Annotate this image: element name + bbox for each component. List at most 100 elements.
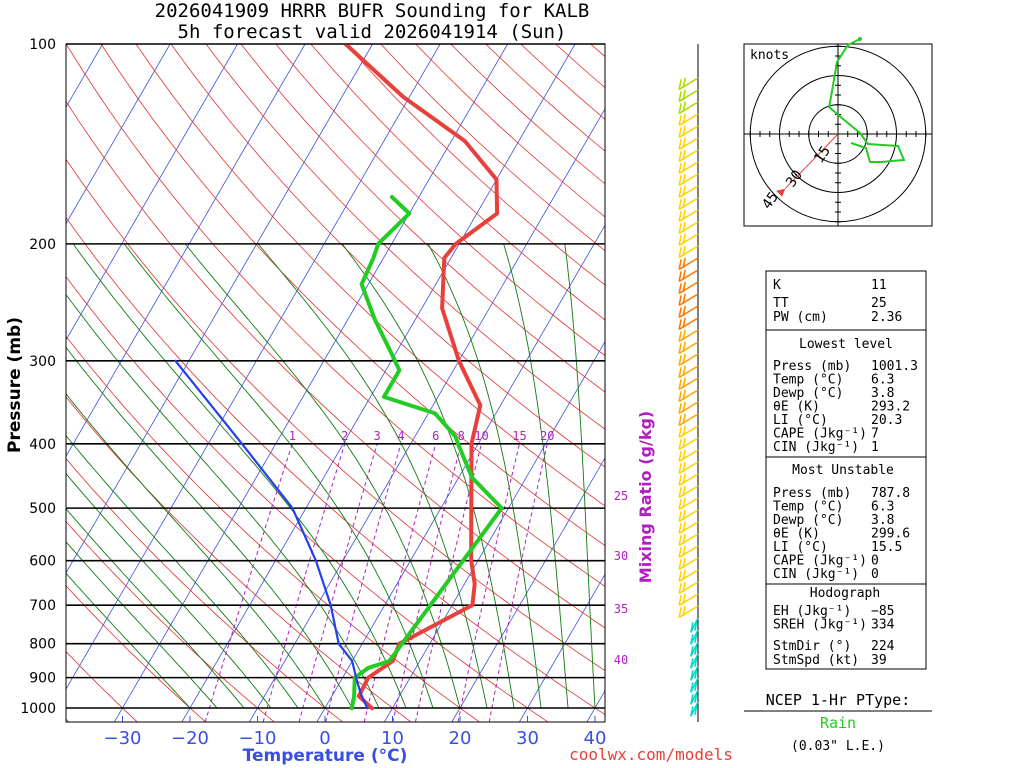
- moist-adiabat: [123, 243, 434, 709]
- wind-barb-flag: [678, 523, 682, 534]
- wind-barb-flag: [690, 682, 694, 693]
- wind-barbs: [678, 77, 699, 717]
- wind-barb-flag: [678, 403, 682, 414]
- wind-barb-flag: [678, 463, 682, 474]
- dry-adiabat: [66, 585, 207, 722]
- temperature-tick-label: −20: [171, 728, 209, 749]
- wind-barb-flag: [678, 607, 682, 618]
- wind-barb: [678, 437, 699, 451]
- index-label: Dewp (°C): [773, 386, 843, 401]
- series-dewpoint-line: [349, 195, 504, 711]
- wind-barb-flag: [682, 533, 686, 545]
- wind-barb-flag: [682, 461, 686, 473]
- wind-barb-flag: [678, 295, 682, 306]
- moist-adiabat: [66, 434, 299, 709]
- wind-barb-flag: [678, 235, 682, 246]
- pressure-tick-label: 300: [29, 354, 56, 370]
- wind-barb: [678, 353, 699, 367]
- isotherm-line: [66, 44, 238, 341]
- series-temperature-line: [343, 44, 500, 711]
- wind-barb-flag: [678, 319, 682, 330]
- index-label: StmDir (°): [773, 639, 851, 654]
- tt-label: TT: [773, 296, 789, 311]
- wind-barb-flag: [682, 185, 686, 197]
- wind-barb-flag: [678, 499, 682, 510]
- index-value: 15.5: [871, 540, 902, 555]
- wind-barb: [678, 77, 699, 91]
- index-value: 39: [871, 653, 887, 668]
- wind-barb-flag: [682, 125, 686, 137]
- wind-barb-flag: [678, 535, 682, 546]
- moist-adiabat: [564, 243, 596, 709]
- mixing-ratio-line: [325, 443, 402, 722]
- index-label: θE (K): [773, 527, 820, 542]
- pressure-tick-label: 800: [29, 637, 56, 653]
- isotherm-line: [383, 340, 605, 722]
- dry-adiabat: [310, 44, 605, 321]
- wind-barb: [678, 485, 699, 499]
- wind-barb: [678, 137, 699, 151]
- mixing-ratio-label: 4: [397, 429, 404, 443]
- wind-barb-flag: [682, 233, 686, 245]
- mixing-ratio-axis-label: Mixing Ratio (g/kg): [636, 411, 655, 583]
- wind-barb: [678, 533, 699, 547]
- index-value: 334: [871, 618, 895, 633]
- isotherm-line: [66, 44, 171, 225]
- wind-barb: [678, 209, 699, 223]
- wind-barb-flag: [694, 620, 698, 631]
- wind-barb-flag: [690, 646, 694, 657]
- wind-barb-flag: [678, 283, 682, 294]
- wind-barb-flag: [678, 91, 682, 102]
- wind-barb-flag: [678, 271, 682, 282]
- footer-credit: coolwx.com/models: [569, 745, 733, 764]
- mixing-ratio-line: [392, 443, 462, 722]
- hodo-ring-label-15: 15: [811, 143, 834, 166]
- wind-barb-flag: [682, 425, 686, 437]
- mixing-ratio-label: 6: [432, 429, 439, 443]
- mixing-ratio-line: [488, 443, 548, 722]
- moist-adiabat: [66, 393, 326, 709]
- wind-barb-flag: [682, 317, 686, 329]
- dry-adiabat: [66, 651, 138, 722]
- pressure-axis: 100 200 300 400 500 600 700 800 900 1000: [20, 37, 56, 717]
- dry-adiabat: [170, 44, 605, 468]
- wind-barb: [678, 461, 699, 475]
- wind-barb-flag: [694, 632, 698, 643]
- index-value: 6.3: [871, 500, 894, 515]
- wind-barb-flag: [678, 175, 682, 186]
- pressure-tick-label: 700: [29, 598, 56, 614]
- wind-barb: [678, 101, 699, 115]
- wind-barb-flag: [682, 605, 686, 617]
- wind-barb-flag: [678, 415, 682, 426]
- mixing-ratio-line: [262, 443, 346, 722]
- temperature-tick-label: 10: [381, 728, 404, 749]
- wind-barb: [678, 425, 699, 439]
- wind-barb: [678, 173, 699, 187]
- index-value: 20.3: [871, 413, 902, 428]
- index-value: 299.6: [871, 527, 910, 542]
- thermodynamic-background: [66, 44, 605, 722]
- index-label: CAPE (Jkg⁻¹): [773, 554, 867, 569]
- wind-barb: [678, 329, 699, 343]
- wind-barb: [678, 401, 699, 415]
- mixing-ratio-label: 20: [540, 429, 554, 443]
- moist-adiabat: [66, 346, 353, 709]
- wind-barb-flag: [682, 281, 686, 293]
- mixing-ratio-label: 2: [341, 429, 348, 443]
- wind-barb-flag: [694, 680, 698, 691]
- index-value: 293.2: [871, 400, 910, 415]
- wind-barb: [678, 197, 699, 211]
- k-value: 11: [871, 278, 887, 293]
- wind-barb: [678, 497, 699, 511]
- index-label: Press (mb): [773, 359, 851, 374]
- moist-adiabat: [66, 572, 191, 709]
- wind-barb-flag: [694, 644, 698, 655]
- wind-barb-flag: [678, 199, 682, 210]
- wind-barb-flag: [678, 211, 682, 222]
- index-value: 1: [871, 440, 879, 455]
- index-value: 3.8: [871, 386, 894, 401]
- mixing-ratio-label: 10: [474, 429, 488, 443]
- wind-barb: [678, 365, 699, 379]
- mixing-ratio-label: 8: [458, 429, 465, 443]
